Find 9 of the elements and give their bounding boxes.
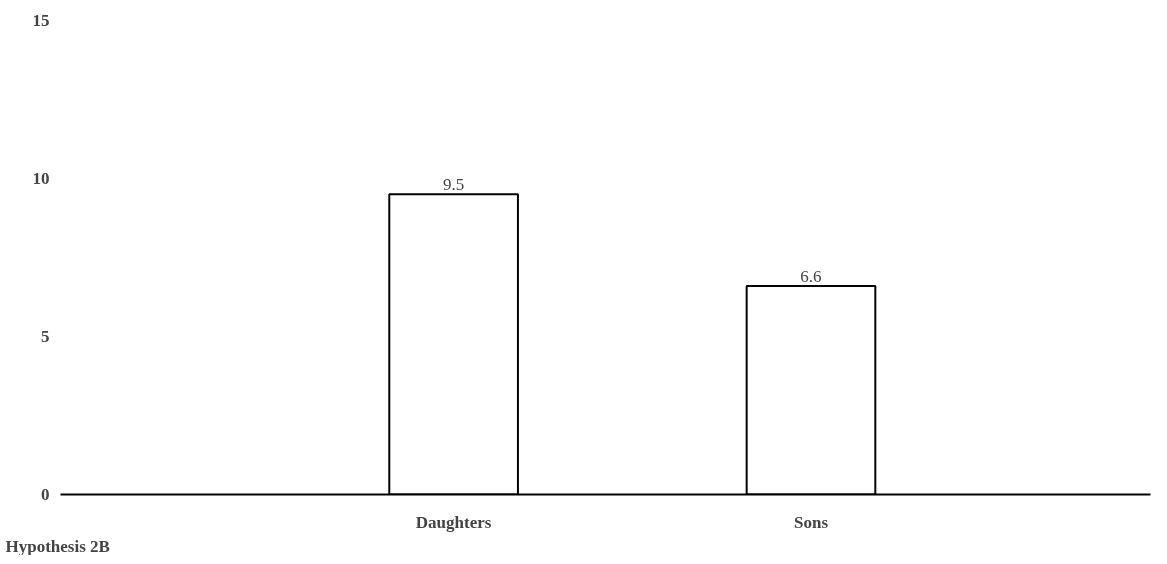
data-label: 6.6: [800, 266, 822, 286]
text: Hypothesis 2B: [5, 536, 110, 556]
x-tick-label: Daughters: [415, 512, 492, 532]
data-label: 9.5: [442, 175, 465, 195]
y-tick-label: 0: [41, 485, 50, 504]
y-tick-label: 10: [32, 169, 50, 188]
y-tick-label: 15: [32, 11, 50, 30]
x-tick-label: Sons: [793, 512, 829, 532]
y-tick-label: 5: [41, 327, 50, 346]
